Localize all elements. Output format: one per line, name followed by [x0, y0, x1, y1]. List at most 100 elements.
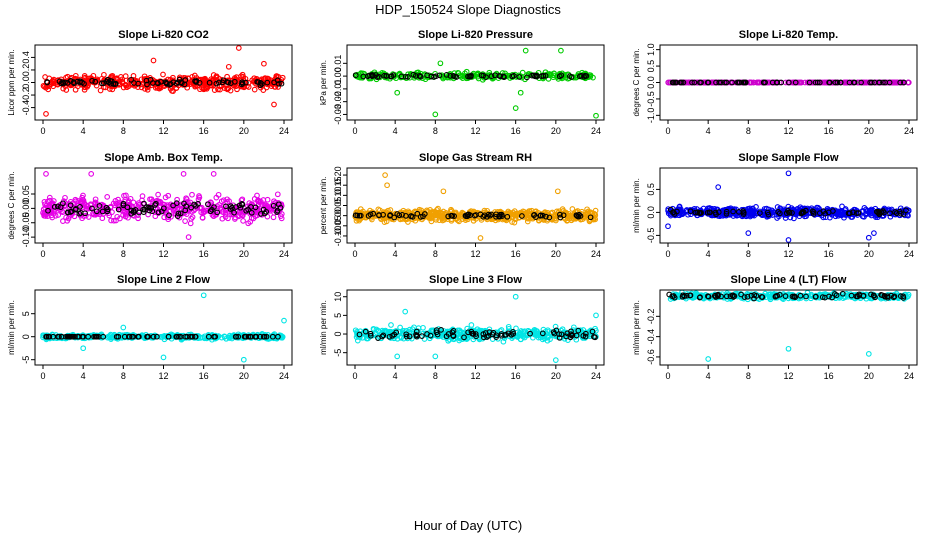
data-point	[417, 73, 424, 80]
y-tick-label: -0.4	[646, 329, 656, 345]
data-point	[79, 194, 86, 201]
data-point	[270, 214, 277, 221]
panel-title: Slope Li-820 Temp.	[739, 29, 838, 41]
x-tick-label: 8	[433, 126, 438, 136]
data-point	[723, 79, 730, 86]
x-tick-label: 0	[352, 249, 357, 259]
data-point	[220, 209, 227, 215]
data-point	[103, 78, 110, 85]
data-point	[278, 80, 285, 87]
data-point	[233, 204, 239, 210]
x-tick-label: 4	[393, 371, 398, 381]
outlier-point	[160, 354, 167, 361]
data-point	[135, 212, 141, 218]
data-point	[680, 79, 687, 86]
y-axis-label: ml/min per min.	[7, 300, 16, 355]
data-point	[271, 79, 277, 86]
data-point	[79, 215, 85, 222]
data-point	[92, 78, 99, 85]
data-point	[257, 82, 264, 89]
data-point	[131, 80, 137, 86]
outlier-point	[865, 351, 872, 357]
data-point	[727, 79, 734, 86]
data-point	[46, 194, 53, 201]
panel-title: Slope Line 3 Flow	[429, 274, 522, 286]
y-tick-label: -0.2	[21, 87, 31, 103]
x-tick-label: 20	[239, 126, 249, 136]
outlier-point	[871, 230, 877, 236]
data-point	[545, 76, 552, 82]
y-tick-label: 0.5	[646, 183, 656, 196]
data-point	[713, 79, 719, 86]
data-point	[837, 79, 844, 86]
data-point	[846, 79, 853, 86]
y-axis-label: kPa per min.	[319, 60, 328, 105]
outlier-point	[402, 308, 409, 315]
data-point	[436, 72, 443, 79]
data-point	[187, 220, 194, 227]
data-point	[67, 78, 74, 84]
x-tick-label: 12	[158, 126, 168, 136]
data-point	[238, 81, 245, 88]
data-point	[183, 195, 189, 202]
plot-frame	[34, 289, 293, 366]
x-tick-label: 16	[511, 126, 521, 136]
data-point	[897, 79, 904, 86]
data-point	[260, 206, 267, 213]
data-point	[231, 209, 237, 216]
data-point	[96, 203, 103, 209]
y-tick-label: -0.6	[646, 349, 656, 365]
data-point	[60, 200, 66, 207]
data-point	[175, 210, 182, 217]
data-point	[166, 212, 172, 219]
data-point	[538, 73, 545, 79]
x-tick-label: 8	[433, 371, 438, 381]
outlier-point	[185, 234, 192, 240]
y-tick-label: 10	[333, 292, 343, 302]
data-point	[248, 204, 254, 210]
data-point	[227, 206, 234, 212]
data-point	[120, 84, 127, 91]
y-tick-label: 0.2	[21, 64, 31, 77]
data-point	[144, 86, 151, 93]
outlier-point	[240, 356, 247, 363]
outlier-point	[120, 324, 127, 331]
data-point	[261, 202, 268, 209]
data-point	[141, 206, 148, 213]
data-point	[876, 79, 882, 86]
x-tick-label: 24	[904, 371, 914, 381]
data-point	[258, 211, 264, 217]
data-point	[221, 203, 227, 210]
data-point	[792, 79, 799, 86]
x-tick-label: 24	[279, 371, 289, 381]
data-point	[82, 210, 88, 217]
outlier-point	[552, 357, 559, 363]
y-axis-label: ml/min per min.	[319, 300, 328, 355]
data-point	[90, 211, 97, 218]
data-point	[111, 217, 117, 224]
data-point	[166, 81, 173, 88]
data-points	[666, 289, 912, 362]
data-point	[245, 79, 252, 86]
y-tick-label: -0.01	[333, 79, 343, 100]
data-point	[820, 79, 827, 86]
outlier-point	[271, 101, 277, 108]
data-point	[51, 204, 58, 210]
data-point	[374, 74, 381, 80]
x-tick-label: 20	[239, 249, 249, 259]
y-tick-label: 0.0	[646, 76, 656, 89]
data-points	[665, 79, 912, 86]
y-tick-label: 0	[21, 334, 31, 339]
x-tick-label: 12	[783, 249, 793, 259]
outlier-point	[865, 234, 872, 241]
outlier-point	[745, 230, 752, 236]
data-point	[516, 74, 523, 80]
plot-frame	[659, 289, 918, 366]
data-point	[894, 79, 901, 86]
data-point	[178, 79, 184, 86]
x-tick-label: 20	[864, 371, 874, 381]
data-point	[742, 79, 748, 86]
data-point	[138, 84, 145, 91]
x-tick-label: 8	[433, 249, 438, 259]
data-point	[81, 84, 88, 91]
